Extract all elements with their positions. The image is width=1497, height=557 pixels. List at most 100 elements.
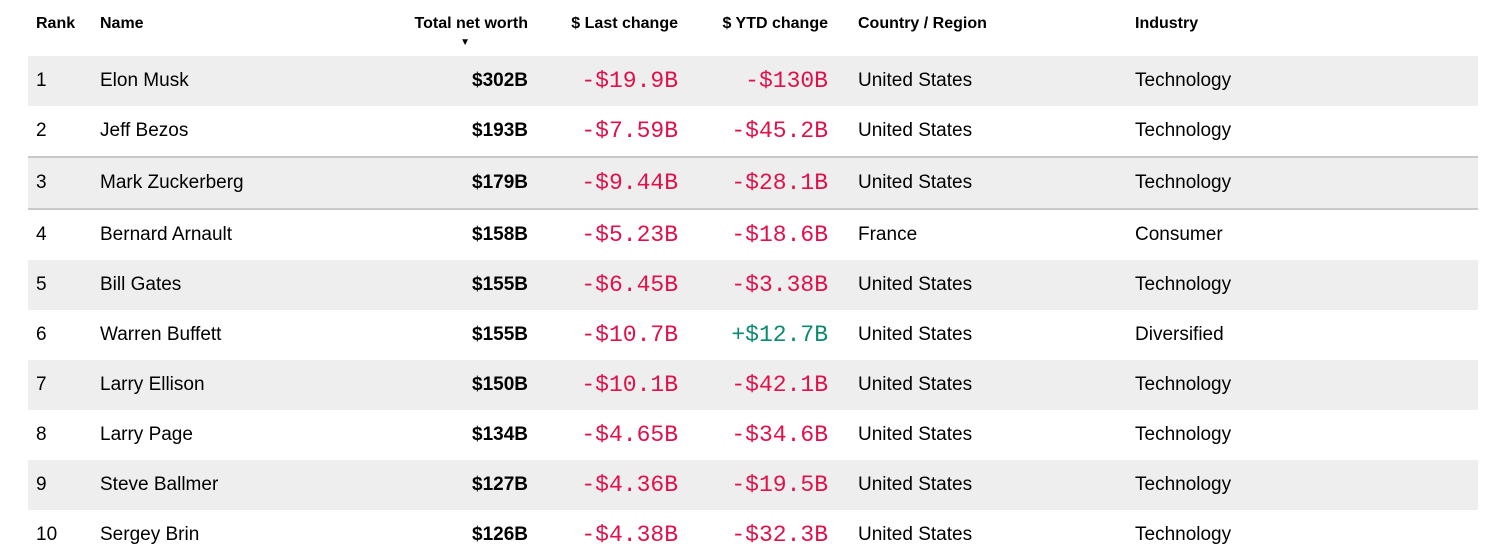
cell-ytd-change: -$3.38B: [731, 272, 828, 298]
column-header-rank[interactable]: Rank: [28, 0, 100, 56]
cell-name: Larry Page: [100, 424, 193, 445]
table-header-row: Rank Name Total net worth ▼ $ Last change $ Y…: [28, 0, 1478, 56]
column-header-label: $ Last change: [571, 15, 678, 32]
cell-last-change: -$4.65B: [581, 422, 678, 448]
cell-net-worth: $127B: [472, 474, 528, 495]
table-row[interactable]: 3 Mark Zuckerberg $179B -$9.44B -$28.1B Unite…: [28, 157, 1478, 209]
cell-name: Elon Musk: [100, 70, 189, 91]
cell-last-change: -$10.7B: [581, 322, 678, 348]
cell-net-worth: $134B: [472, 424, 528, 445]
cell-name: Larry Ellison: [100, 374, 205, 395]
column-header-name[interactable]: Name: [100, 0, 288, 56]
cell-name: Jeff Bezos: [100, 120, 189, 141]
column-header-label: Rank: [36, 15, 76, 32]
cell-industry: Technology: [1135, 120, 1232, 141]
cell-industry: Technology: [1135, 524, 1232, 545]
cell-country: France: [858, 224, 918, 245]
cell-country: United States: [858, 172, 973, 193]
column-header-country[interactable]: Country / Region: [828, 0, 1103, 56]
cell-industry: Technology: [1135, 474, 1232, 495]
cell-last-change: -$4.36B: [581, 472, 678, 498]
sort-desc-icon: ▼: [460, 37, 470, 48]
cell-ytd-change: -$18.6B: [731, 222, 828, 248]
cell-industry: Technology: [1135, 172, 1232, 193]
cell-ytd-change: -$34.6B: [731, 422, 828, 448]
cell-ytd-change: -$19.5B: [731, 472, 828, 498]
cell-rank: 2: [36, 120, 47, 141]
cell-industry: Technology: [1135, 374, 1232, 395]
cell-industry: Technology: [1135, 70, 1232, 91]
column-header-label: Total net worth: [414, 15, 528, 32]
cell-industry: Consumer: [1135, 224, 1223, 245]
table-row[interactable]: 9 Steve Ballmer $127B -$4.36B -$19.5B United …: [28, 460, 1478, 510]
cell-name: Bernard Arnault: [100, 224, 233, 245]
table-row[interactable]: 8 Larry Page $134B -$4.65B -$34.6B United Sta…: [28, 410, 1478, 460]
column-header-ytd-change[interactable]: $ YTD change: [678, 0, 828, 56]
cell-last-change: -$19.9B: [581, 68, 678, 94]
column-header-label: Name: [100, 15, 144, 32]
cell-rank: 7: [36, 374, 47, 395]
cell-rank: 9: [36, 474, 47, 495]
cell-name: Warren Buffett: [100, 324, 222, 345]
cell-name: Bill Gates: [100, 274, 182, 295]
cell-net-worth: $150B: [472, 374, 528, 395]
cell-ytd-change: -$45.2B: [731, 118, 828, 144]
cell-ytd-change: +$12.7B: [731, 322, 828, 348]
cell-net-worth: $158B: [472, 224, 528, 245]
billionaires-table: Rank Name Total net worth ▼ $ Last change $ Y…: [28, 0, 1478, 557]
table-row[interactable]: 2 Jeff Bezos $193B -$7.59B -$45.2B United Sta…: [28, 106, 1478, 157]
cell-name: Steve Ballmer: [100, 474, 219, 495]
cell-industry: Technology: [1135, 424, 1232, 445]
cell-net-worth: $179B: [472, 172, 528, 193]
cell-industry: Technology: [1135, 274, 1232, 295]
column-header-industry[interactable]: Industry: [1103, 0, 1478, 56]
column-header-last-change[interactable]: $ Last change: [528, 0, 678, 56]
cell-name: Sergey Brin: [100, 524, 200, 545]
column-header-label: Country / Region: [858, 15, 987, 32]
cell-country: United States: [858, 274, 973, 295]
cell-ytd-change: -$32.3B: [731, 522, 828, 548]
cell-rank: 5: [36, 274, 47, 295]
cell-ytd-change: -$130B: [745, 68, 828, 94]
column-header-net-worth[interactable]: Total net worth ▼: [288, 0, 528, 56]
cell-last-change: -$5.23B: [581, 222, 678, 248]
cell-last-change: -$10.1B: [581, 372, 678, 398]
column-header-label: Industry: [1135, 15, 1199, 32]
cell-industry: Diversified: [1135, 324, 1224, 345]
column-header-label: $ YTD change: [722, 15, 828, 32]
cell-net-worth: $193B: [472, 120, 528, 141]
cell-rank: 6: [36, 324, 47, 345]
table-row[interactable]: 5 Bill Gates $155B -$6.45B -$3.38B United Sta…: [28, 260, 1478, 310]
table-row[interactable]: 10 Sergey Brin $126B -$4.38B -$32.3B United S…: [28, 510, 1478, 557]
table-row[interactable]: 4 Bernard Arnault $158B -$5.23B -$18.6B Franc…: [28, 209, 1478, 260]
cell-net-worth: $155B: [472, 324, 528, 345]
cell-country: United States: [858, 474, 973, 495]
cell-ytd-change: -$42.1B: [731, 372, 828, 398]
cell-rank: 8: [36, 424, 47, 445]
cell-name: Mark Zuckerberg: [100, 172, 244, 193]
cell-country: United States: [858, 424, 973, 445]
cell-ytd-change: -$28.1B: [731, 170, 828, 196]
cell-country: United States: [858, 524, 973, 545]
cell-country: United States: [858, 324, 973, 345]
cell-last-change: -$9.44B: [581, 170, 678, 196]
cell-last-change: -$4.38B: [581, 522, 678, 548]
cell-rank: 4: [36, 224, 47, 245]
cell-country: United States: [858, 374, 973, 395]
table-row[interactable]: 6 Warren Buffett $155B -$10.7B +$12.7B United…: [28, 310, 1478, 360]
cell-net-worth: $155B: [472, 274, 528, 295]
cell-net-worth: $302B: [472, 70, 528, 91]
table-body: 1 Elon Musk $302B -$19.9B -$130B United State…: [28, 56, 1478, 557]
cell-rank: 3: [36, 172, 47, 193]
cell-rank: 1: [36, 70, 47, 91]
cell-country: United States: [858, 70, 973, 91]
cell-last-change: -$7.59B: [581, 118, 678, 144]
table-row[interactable]: 1 Elon Musk $302B -$19.9B -$130B United State…: [28, 56, 1478, 106]
cell-last-change: -$6.45B: [581, 272, 678, 298]
table-header: Rank Name Total net worth ▼ $ Last change $ Y…: [28, 0, 1478, 56]
cell-net-worth: $126B: [472, 524, 528, 545]
table-row[interactable]: 7 Larry Ellison $150B -$10.1B -$42.1B United …: [28, 360, 1478, 410]
cell-country: United States: [858, 120, 973, 141]
cell-rank: 10: [36, 524, 58, 545]
